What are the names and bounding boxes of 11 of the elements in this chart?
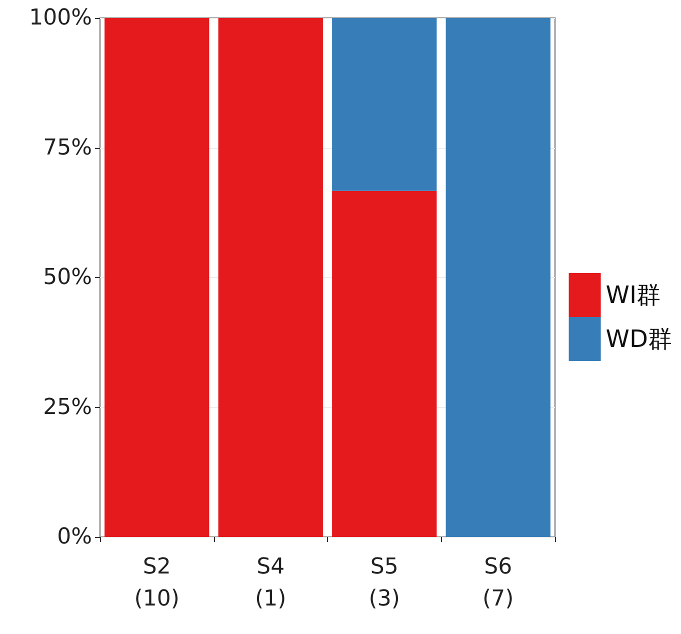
x-tick-label: S5 (3) [368,554,400,612]
x-tick-label: S2 (10) [134,554,180,612]
y-tick-label: 25% [43,394,92,420]
y-tick-label: 50% [43,265,92,290]
y-tick-label: 0% [57,524,92,550]
y-tick-label: 75% [43,135,92,160]
legend-label: WI群 [606,281,661,309]
y-tick-label: 100% [29,6,92,30]
legend-label: WD群 [606,325,672,353]
x-tick-label: S6 (7) [482,554,514,612]
x-tick-label: S4 (1) [255,554,286,612]
